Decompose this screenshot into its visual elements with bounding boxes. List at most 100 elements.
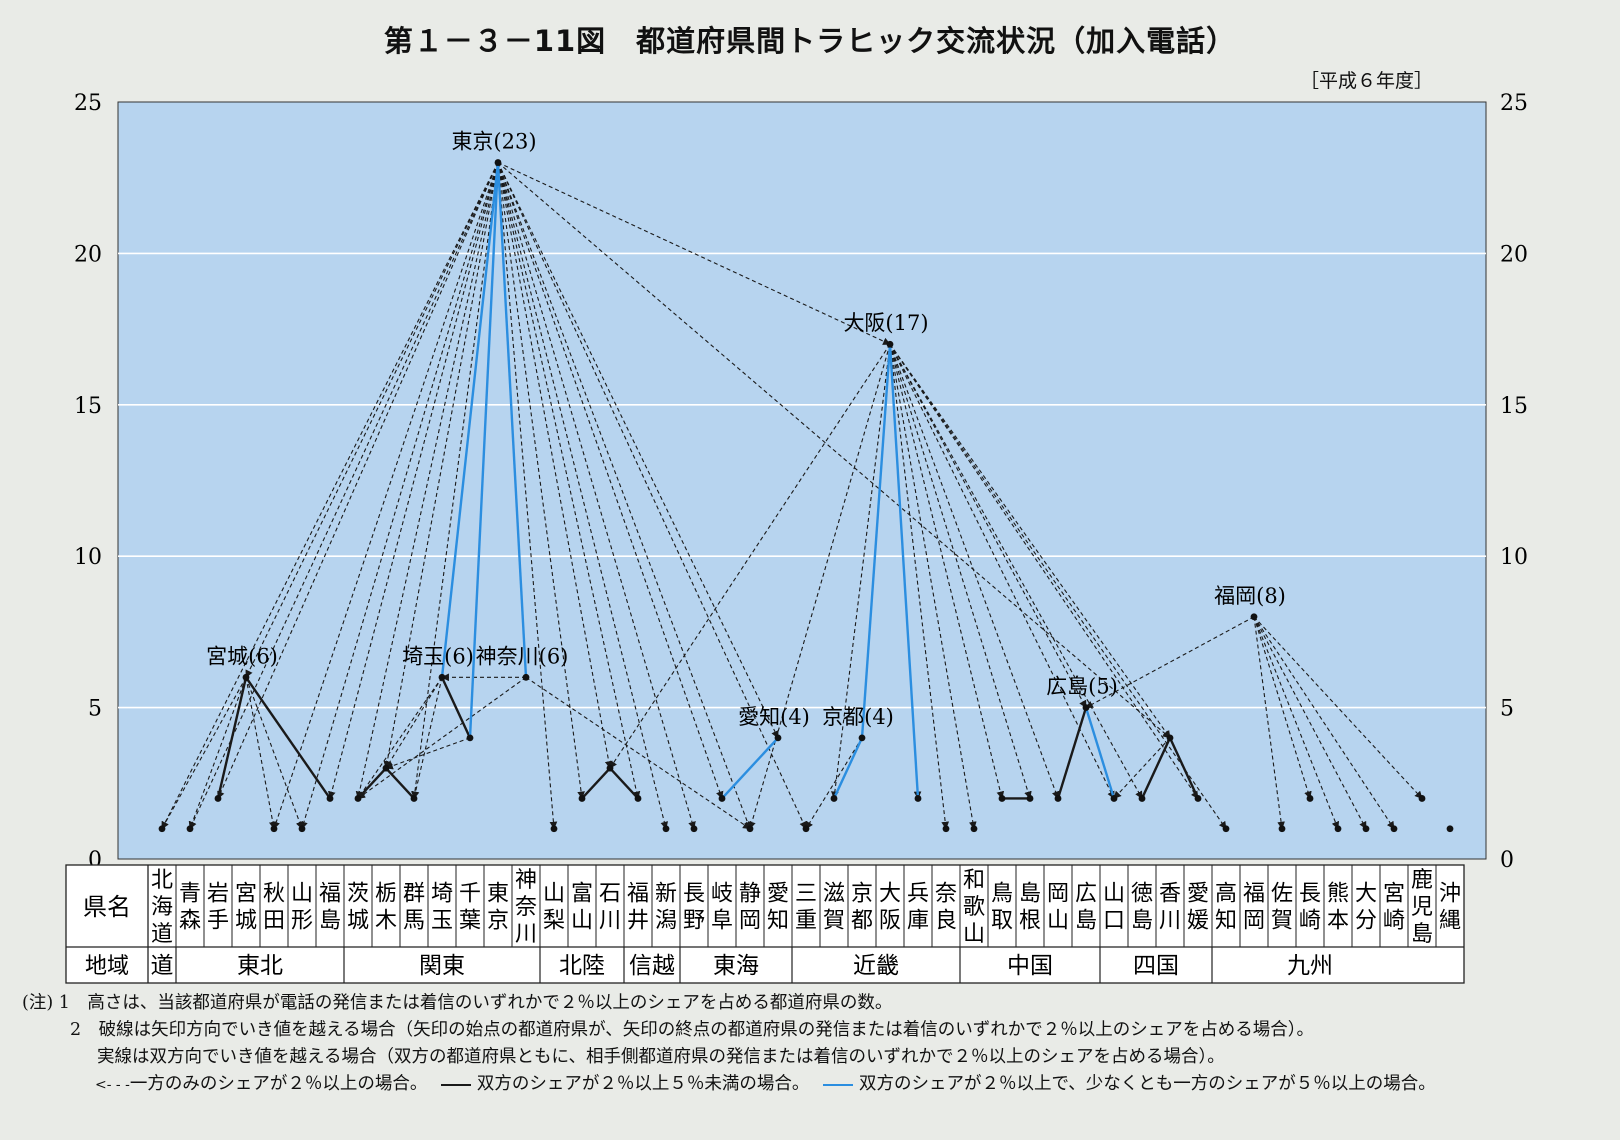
edge-dashed xyxy=(1253,616,1312,800)
prefecture-name: 神奈川 xyxy=(515,868,537,947)
edge-solid-black xyxy=(1056,707,1088,799)
node-label: 福岡(8) xyxy=(1214,584,1286,608)
edge-solid-black xyxy=(357,767,387,800)
edge-dashed xyxy=(831,344,891,800)
edge-solid-blue xyxy=(440,162,500,678)
prefecture-name: 鹿児島 xyxy=(1411,868,1433,947)
prefecture-name: 岡山 xyxy=(1047,882,1069,934)
legend-dashed-icon: <- - - xyxy=(95,1077,130,1093)
node-point xyxy=(242,673,250,681)
node-point xyxy=(1418,795,1426,802)
edge-dashed xyxy=(245,677,277,830)
node-point xyxy=(830,795,838,802)
node-point xyxy=(1362,825,1370,833)
edge-solid-black xyxy=(1168,737,1200,799)
prefecture-name: 長崎 xyxy=(1299,882,1321,934)
prefecture-table xyxy=(65,864,1465,984)
node-point xyxy=(214,795,222,802)
edge-dashed xyxy=(889,343,1171,739)
node-point xyxy=(1138,795,1146,802)
prefecture-name: 奈良 xyxy=(935,882,957,934)
edge-dashed xyxy=(355,162,499,800)
prefecture-name: 徳島 xyxy=(1131,882,1153,934)
edge-solid-blue xyxy=(888,344,920,799)
node-point xyxy=(494,159,502,166)
node-point xyxy=(1306,795,1314,802)
edge-dashed xyxy=(272,162,499,830)
legend-blue-line-icon xyxy=(822,1083,853,1086)
prefecture-name: 青森 xyxy=(179,882,201,934)
edge-solid-blue xyxy=(860,344,892,738)
edge-dashed xyxy=(1253,616,1395,830)
prefecture-name: 福井 xyxy=(627,882,649,934)
node-point xyxy=(1082,704,1090,711)
edge-dashed xyxy=(497,162,613,769)
node-point xyxy=(970,825,978,833)
prefecture-name: 岐阜 xyxy=(711,882,733,934)
node-point xyxy=(522,673,530,681)
node-point xyxy=(690,825,698,833)
edge-solid-black xyxy=(216,677,248,799)
y-tick-label-left: 15 xyxy=(74,394,102,419)
region-name: 東海 xyxy=(713,953,759,979)
edge-dashed xyxy=(889,343,1143,800)
edge-dashed xyxy=(1253,616,1285,830)
node-label: 愛知(4) xyxy=(738,705,810,729)
node-point xyxy=(1222,825,1230,833)
node-point xyxy=(1026,795,1034,802)
prefecture-name: 新潟 xyxy=(655,882,677,934)
node-point xyxy=(186,825,194,833)
edge-solid-black xyxy=(609,767,639,800)
node-point xyxy=(746,825,754,833)
prefecture-name: 宮城 xyxy=(235,882,257,934)
node-label: 埼玉(6) xyxy=(402,644,474,668)
prefecture-name: 三重 xyxy=(795,882,817,934)
edge-dashed xyxy=(411,162,499,800)
prefecture-name: 福島 xyxy=(319,882,341,934)
prefecture-name: 熊本 xyxy=(1327,882,1349,934)
prefecture-name: 富山 xyxy=(571,882,593,934)
node-label: 京都(4) xyxy=(822,705,894,729)
edge-dashed xyxy=(889,344,1005,800)
region-name: 東北 xyxy=(237,953,283,979)
edge-solid-black xyxy=(1140,737,1172,799)
prefecture-name: 岩手 xyxy=(207,882,229,934)
edge-solid-black xyxy=(581,767,611,800)
edge-dashed xyxy=(889,344,1032,800)
prefecture-name: 大分 xyxy=(1355,882,1377,934)
node-point xyxy=(858,734,866,742)
edge-dashed xyxy=(300,162,499,830)
edge-dashed xyxy=(497,162,1171,739)
node-point xyxy=(326,795,334,802)
node-point xyxy=(718,795,726,802)
edge-dashed xyxy=(805,737,863,830)
edge-solid-black xyxy=(385,767,415,800)
node-point xyxy=(1446,825,1454,833)
node-label: 神奈川(6) xyxy=(476,644,569,668)
prefecture-name: 滋賀 xyxy=(823,882,845,934)
node-point xyxy=(382,764,390,772)
edge-dashed xyxy=(497,162,807,830)
edge-dashed xyxy=(889,344,950,830)
region-name: 関東 xyxy=(419,953,465,979)
legend-black-label: 双方のシェアが２％以上５％未満の場合。 xyxy=(476,1074,810,1094)
edge-solid-blue xyxy=(721,737,779,800)
edge-dashed xyxy=(1253,616,1423,800)
y-tick-label-left: 10 xyxy=(74,545,102,570)
node-point xyxy=(1054,795,1062,802)
node-point xyxy=(298,825,306,833)
prefecture-name: 高知 xyxy=(1215,882,1237,934)
prefecture-name: 山口 xyxy=(1103,882,1125,934)
node-point xyxy=(1390,825,1398,833)
prefecture-name: 京都 xyxy=(851,882,873,934)
note-1: (注) 1 高さは、当該都道府県が電話の発信または着信のいずれかで２％以上のシェ… xyxy=(22,993,893,1013)
edge-dashed xyxy=(1253,616,1340,830)
edge-dashed xyxy=(328,162,499,800)
node-point xyxy=(774,734,782,742)
legend-blue-label: 双方のシェアが２％以上で、少なくとも一方のシェアが５％以上の場合。 xyxy=(858,1074,1436,1094)
edge-dashed xyxy=(497,162,641,800)
y-tick-label-right: 25 xyxy=(1500,91,1528,116)
y-tick-label-left: 20 xyxy=(74,242,102,267)
edge-dashed xyxy=(497,162,779,739)
prefecture-name: 沖縄 xyxy=(1439,882,1461,934)
